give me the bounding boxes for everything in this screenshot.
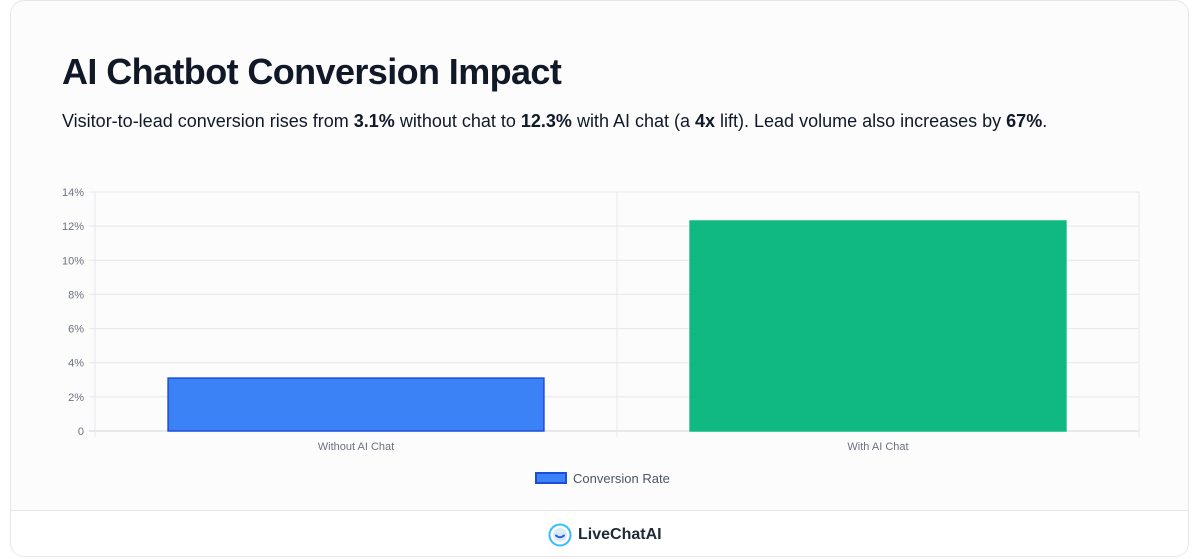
y-tick-label: 0 xyxy=(78,426,84,438)
brand: LiveChatAI xyxy=(548,523,662,547)
subtitle-text-4: lift). Lead volume also increases by xyxy=(715,111,1007,131)
subtitle-text-1: Visitor-to-lead conversion rises from xyxy=(62,111,354,131)
y-tick-label: 4% xyxy=(68,358,84,370)
chart-legend[interactable]: Conversion Rate xyxy=(535,469,670,487)
subtitle-value-lead-volume: 67% xyxy=(1006,111,1043,131)
subtitle-value-with-chat: 12.3% xyxy=(520,111,572,131)
subtitle-text-5: . xyxy=(1042,111,1048,131)
y-tick-label: 12% xyxy=(62,221,84,233)
page-subtitle: Visitor-to-lead conversion rises from 3.… xyxy=(62,111,1047,132)
y-tick-label: 14% xyxy=(62,187,84,199)
subtitle-text-2: without chat to xyxy=(394,111,521,131)
x-tick-label: Without AI Chat xyxy=(318,441,394,453)
y-tick-label: 10% xyxy=(62,255,84,267)
footer: LiveChatAI xyxy=(11,510,1188,556)
y-tick-label: 8% xyxy=(68,289,84,301)
legend-label: Conversion Rate xyxy=(573,470,670,486)
y-tick-label: 6% xyxy=(68,324,84,336)
legend-swatch xyxy=(535,472,567,484)
chart-card: AI Chatbot Conversion Impact Visitor-to-… xyxy=(10,0,1189,557)
y-tick-label: 2% xyxy=(68,392,84,404)
bar-2 xyxy=(689,220,1067,432)
subtitle-value-without-chat: 3.1% xyxy=(353,111,395,131)
subtitle-value-lift: 4x xyxy=(695,111,716,131)
livechatai-logo-icon xyxy=(548,523,572,547)
subtitle-text-3: with AI chat (a xyxy=(571,111,695,131)
page-title: AI Chatbot Conversion Impact xyxy=(62,51,562,92)
bar-1 xyxy=(167,377,545,432)
x-tick-label: With AI Chat xyxy=(847,441,908,453)
conversion-bar-chart: 0 2% 4% 6% 8% 10% 12% 14% Without AI Chat With AI… xyxy=(62,187,1140,453)
brand-name: LiveChatAI xyxy=(578,526,662,543)
